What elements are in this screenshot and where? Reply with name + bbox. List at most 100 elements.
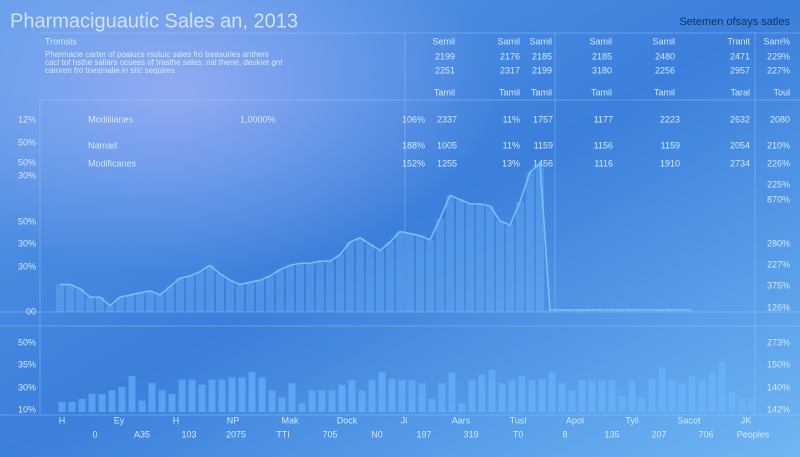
area-bar <box>296 263 304 312</box>
bar <box>418 383 426 412</box>
bar <box>538 378 546 412</box>
bar <box>188 379 196 412</box>
bar <box>498 383 506 412</box>
row-cell: 1159 <box>661 140 680 150</box>
bar <box>448 372 456 412</box>
area-bar <box>166 286 174 312</box>
area-bar <box>546 309 554 312</box>
area-bar <box>666 309 674 312</box>
row-cell: 11% <box>503 114 520 124</box>
bar <box>438 383 446 412</box>
area-bar <box>686 309 694 312</box>
area-bar <box>466 203 474 312</box>
x-label-2: 197 <box>416 429 431 439</box>
row-cell: 2054 <box>730 140 750 150</box>
header-cell: 2185 <box>532 51 552 61</box>
bar <box>748 399 756 412</box>
bar <box>328 390 336 412</box>
bar <box>658 367 666 412</box>
column-header: Samil <box>529 36 552 46</box>
area-bar <box>436 218 444 312</box>
row-cell: 2223 <box>660 114 680 124</box>
header-cell: Toul <box>773 87 790 97</box>
bar <box>718 361 726 412</box>
area-bar <box>246 282 254 312</box>
bar <box>398 380 406 412</box>
row-cell: 226% <box>767 158 790 168</box>
bar <box>648 378 656 412</box>
area-bar <box>236 284 244 312</box>
x-label: JK <box>741 415 752 425</box>
bar <box>68 401 76 412</box>
x-label-2: TTI <box>276 429 290 439</box>
bottom-left-label: 30% <box>18 382 36 392</box>
area-bar <box>206 265 214 312</box>
x-label-2: 705 <box>322 429 337 439</box>
bar <box>158 390 166 412</box>
bar <box>598 380 606 412</box>
bottom-left-label: 50% <box>18 337 36 347</box>
area-bar <box>506 225 514 312</box>
bar <box>78 399 86 412</box>
bar <box>428 399 436 412</box>
left-axis-label: 50% <box>18 216 36 226</box>
area-bar <box>76 288 84 312</box>
subtitle: Setemen ofsays satles <box>679 16 790 28</box>
bar <box>378 372 386 412</box>
bar <box>208 379 216 412</box>
bar <box>88 394 96 412</box>
area-bar <box>226 280 234 312</box>
column-header: Sam% <box>763 36 790 46</box>
area-bar <box>586 309 594 312</box>
row-label: Namad <box>88 140 117 150</box>
bottom-right-label: 140% <box>767 382 790 392</box>
header-cell: 2199 <box>532 65 552 75</box>
area-bar <box>186 275 194 312</box>
area-bar <box>526 172 534 312</box>
header-cell: 2256 <box>655 65 675 75</box>
bar <box>238 377 246 412</box>
bar <box>408 380 416 412</box>
area-bar <box>196 271 204 312</box>
bottom-left-label: 35% <box>18 359 36 369</box>
row-cell: 2632 <box>730 114 750 124</box>
area-bar <box>316 261 324 312</box>
header-cell: 2317 <box>500 65 520 75</box>
area-bar <box>556 309 564 312</box>
area-bar <box>446 195 454 312</box>
area-bar <box>406 233 414 312</box>
bar <box>738 399 746 412</box>
area-bar <box>146 290 154 312</box>
area-bar <box>576 309 584 312</box>
area-bar <box>396 231 404 312</box>
bar <box>198 384 206 412</box>
area-bar <box>646 309 654 312</box>
area-bar <box>106 305 114 312</box>
left-axis-label: 00 <box>26 306 36 316</box>
x-label-2: N0 <box>371 429 383 439</box>
header-cell: 2251 <box>435 65 455 75</box>
area-bar <box>626 309 634 312</box>
area-bar <box>176 278 184 312</box>
bar <box>578 380 586 412</box>
x-label-2: Peoples <box>737 429 770 439</box>
header-cell: Tamil <box>434 87 455 97</box>
area-bar <box>416 235 424 312</box>
area-bar <box>266 275 274 312</box>
x-label: Sacot <box>677 415 701 425</box>
bar <box>638 397 646 412</box>
header-cell: 2185 <box>592 51 612 61</box>
bar <box>618 396 626 412</box>
x-label-2: 0 <box>92 429 97 439</box>
area-bar <box>606 309 614 312</box>
bar <box>108 390 116 412</box>
bar <box>688 376 696 412</box>
area-bar <box>536 163 544 312</box>
column-header: Samil <box>497 36 520 46</box>
bar <box>678 383 686 412</box>
x-label-2: T0 <box>513 429 524 439</box>
bar <box>278 397 286 412</box>
area-bar <box>56 284 64 312</box>
row-cell: 152% <box>402 158 425 168</box>
column-header: Semil <box>432 36 455 46</box>
